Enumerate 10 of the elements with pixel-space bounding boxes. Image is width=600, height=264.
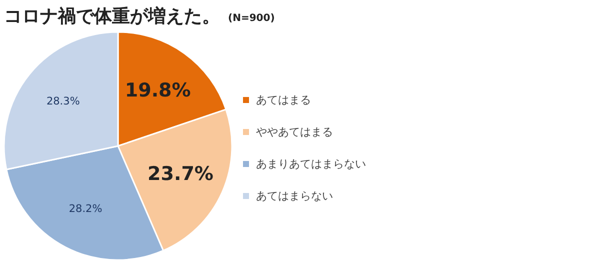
data-label: 23.7% (148, 162, 214, 185)
legend-label: あてはまる (256, 94, 311, 106)
data-label: 28.3% (46, 95, 80, 108)
data-label: 28.2% (68, 202, 102, 215)
legend-label: あまりあてはまらない (256, 158, 366, 170)
chart-title: コロナ禍で体重が増えた。 (4, 5, 220, 27)
chart-subtitle: (N=900) (228, 13, 275, 24)
legend-label: あてはまらない (256, 190, 333, 202)
legend-label: ややあてはまる (256, 126, 333, 138)
data-label: 19.8% (124, 79, 191, 102)
